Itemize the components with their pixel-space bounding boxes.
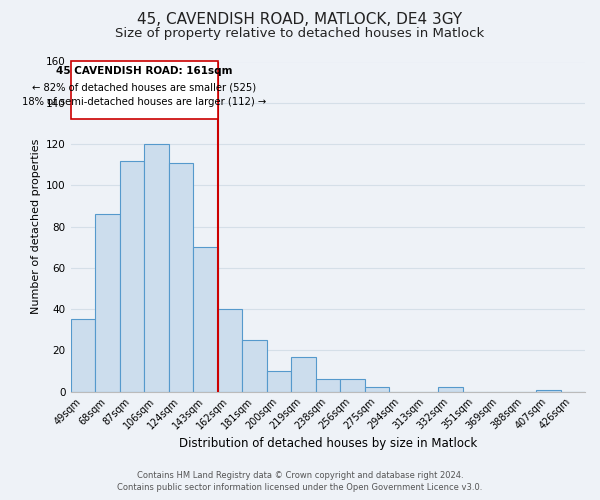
Bar xyxy=(316,379,340,392)
Bar xyxy=(71,320,95,392)
Text: Contains HM Land Registry data © Crown copyright and database right 2024.
Contai: Contains HM Land Registry data © Crown c… xyxy=(118,471,482,492)
Text: 45, CAVENDISH ROAD, MATLOCK, DE4 3GY: 45, CAVENDISH ROAD, MATLOCK, DE4 3GY xyxy=(137,12,463,28)
Bar xyxy=(536,390,560,392)
Bar xyxy=(291,356,316,392)
Text: 45 CAVENDISH ROAD: 161sqm: 45 CAVENDISH ROAD: 161sqm xyxy=(56,66,232,76)
Text: Size of property relative to detached houses in Matlock: Size of property relative to detached ho… xyxy=(115,28,485,40)
Y-axis label: Number of detached properties: Number of detached properties xyxy=(31,139,41,314)
Bar xyxy=(218,309,242,392)
Bar xyxy=(193,247,218,392)
Bar xyxy=(365,388,389,392)
Bar xyxy=(119,160,144,392)
Bar xyxy=(95,214,119,392)
Bar xyxy=(144,144,169,392)
Bar xyxy=(438,388,463,392)
Bar xyxy=(169,162,193,392)
Bar xyxy=(340,379,365,392)
Text: 18% of semi-detached houses are larger (112) →: 18% of semi-detached houses are larger (… xyxy=(22,96,266,106)
Text: ← 82% of detached houses are smaller (525): ← 82% of detached houses are smaller (52… xyxy=(32,82,256,92)
X-axis label: Distribution of detached houses by size in Matlock: Distribution of detached houses by size … xyxy=(179,437,477,450)
Bar xyxy=(242,340,266,392)
FancyBboxPatch shape xyxy=(71,62,218,120)
Bar xyxy=(266,371,291,392)
